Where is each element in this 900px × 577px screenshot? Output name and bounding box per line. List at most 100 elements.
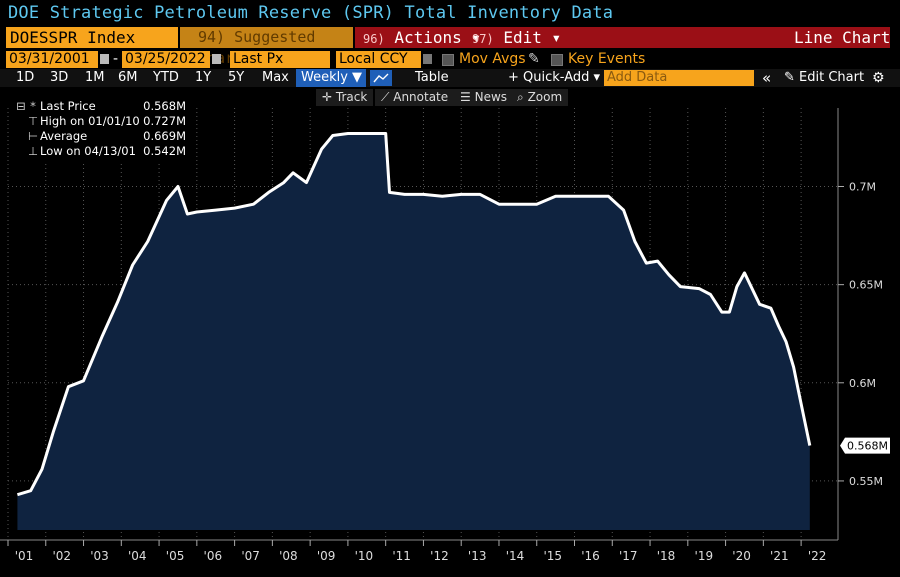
ticker-field[interactable]: DOESSPR Index <box>6 27 178 48</box>
gear-icon[interactable]: ⚙ <box>872 70 885 86</box>
dropdown-icon[interactable] <box>423 54 432 64</box>
legend-high-value: 0.727M <box>143 114 186 128</box>
x-tick-label: '15 <box>543 549 562 563</box>
legend-box: ⊟ * Last Price 0.568M ⊤ High on 01/01/10… <box>12 97 190 163</box>
edit-chart-label: Edit Chart <box>799 70 865 85</box>
x-axis: '01 '02 '03 '04 '05 '06 '07 '08 '09 '10 '11 '12 '13 '… <box>0 539 838 563</box>
series-area <box>17 133 810 530</box>
settings-bar: 03/31/2001 - 03/25/2022 Last Px Local CC… <box>0 51 900 68</box>
chart-type-button[interactable]: Line Chart <box>794 28 891 47</box>
add-data-input[interactable]: Add Data <box>604 70 754 86</box>
collapse-icon[interactable]: « <box>762 69 772 87</box>
x-tick-label: '05 <box>166 549 185 563</box>
mov-avgs-checkbox[interactable] <box>442 54 454 66</box>
star-icon: * <box>30 99 36 113</box>
x-tick-label: '21 <box>770 549 789 563</box>
series-line <box>16 132 812 497</box>
key-events-checkbox[interactable] <box>551 54 563 66</box>
calendar-icon[interactable] <box>212 54 221 64</box>
news-label: News <box>474 90 508 104</box>
x-tick-label: '01 <box>15 549 34 563</box>
calendar-icon[interactable] <box>100 54 109 64</box>
x-tick-label: '13 <box>468 549 487 563</box>
x-tick-label: '14 <box>506 549 525 563</box>
legend-low: ⊥ Low on 04/13/01 0.542M <box>12 144 190 159</box>
legend-average: ⊢ Average 0.669M <box>12 129 190 144</box>
period-1y[interactable]: 1Y <box>195 70 212 85</box>
actions-button[interactable]: 96) Actions ▾ <box>363 27 481 48</box>
edit-chart-button[interactable]: ✎ Edit Chart <box>784 69 864 87</box>
y-tick-label: 0.55M <box>849 475 883 488</box>
x-tick-label: '17 <box>619 549 638 563</box>
minus-icon[interactable]: ⊟ <box>16 99 26 113</box>
actions-num: 96) <box>363 32 385 46</box>
legend-avg-value: 0.669M <box>143 129 186 143</box>
period-1d[interactable]: 1D <box>16 70 35 85</box>
legend-last-value: 0.568M <box>143 99 186 113</box>
end-date-input[interactable]: 03/25/2022 <box>122 51 210 68</box>
quick-add-button[interactable]: + Quick-Add ▾ <box>508 70 601 85</box>
period-bar: 1D 3D 1M 6M YTD 1Y 5Y Max Weekly ▼ Table + Quic… <box>0 69 900 87</box>
x-tick-label: '11 <box>392 549 411 563</box>
x-tick-label: '06 <box>204 549 223 563</box>
y-tick-label: 0.65M <box>849 279 883 292</box>
y-axis: 0.55M 0.6M 0.65M 0.7M <box>837 108 883 540</box>
start-date-input[interactable]: 03/31/2001 <box>6 51 98 68</box>
x-tick-label: '03 <box>90 549 109 563</box>
mov-avgs-label: Mov Avgs <box>459 51 526 67</box>
y-tick-label: 0.7M <box>849 181 876 194</box>
action-bar <box>355 27 890 48</box>
edit-button[interactable]: 97) Edit ▾ <box>472 27 561 48</box>
x-tick-label: '07 <box>241 549 260 563</box>
period-3d[interactable]: 3D <box>50 70 69 85</box>
period-5y[interactable]: 5Y <box>228 70 245 85</box>
average-marker-icon: ⊢ <box>28 129 39 143</box>
x-tick-label: '20 <box>732 549 751 563</box>
table-button[interactable]: Table <box>415 70 449 85</box>
x-tick-label: '08 <box>279 549 298 563</box>
annotate-label: Annotate <box>393 90 449 104</box>
edit-label: Edit ▾ <box>503 28 562 47</box>
currency-select[interactable]: Local CCY <box>336 51 421 68</box>
key-events-label: Key Events <box>568 51 646 67</box>
x-tick-label: '22 <box>808 549 827 563</box>
news-icon: ☰ <box>460 90 471 104</box>
suggested-charts-button[interactable]: 94) Suggested Charts <box>180 27 353 67</box>
legend-last: ⊟ * Last Price 0.568M <box>12 99 190 114</box>
last-value-marker: 0.568M <box>840 437 890 454</box>
field-select[interactable]: Last Px <box>230 51 330 68</box>
suggested-num: 94) <box>198 28 226 46</box>
news-tool[interactable]: ☰ News <box>454 89 514 106</box>
x-tick-label: '19 <box>695 549 714 563</box>
period-1m[interactable]: 1M <box>85 70 105 85</box>
legend-last-label: Last Price <box>40 99 96 113</box>
edit-pencil-icon: ✎ <box>784 70 795 85</box>
period-6m[interactable]: 6M <box>118 70 138 85</box>
y-tick-label: 0.6M <box>849 377 876 390</box>
x-tick-label: '18 <box>657 549 676 563</box>
legend-avg-label: Average <box>40 129 88 143</box>
date-separator: - <box>113 51 119 67</box>
zoom-tool[interactable]: ⌕ Zoom <box>511 89 569 106</box>
frequency-select[interactable]: Weekly ▼ <box>296 69 366 87</box>
legend-high-label: High on 01/01/10 <box>40 114 140 128</box>
actions-label: Actions ▾ <box>394 28 482 47</box>
track-tool[interactable]: ✛ Track <box>316 89 374 106</box>
x-tick-label: '04 <box>128 549 147 563</box>
last-value-tag <box>840 437 890 454</box>
x-tick-label: '09 <box>317 549 336 563</box>
period-max[interactable]: Max <box>262 70 289 85</box>
x-tick-label: '12 <box>430 549 449 563</box>
line-chart-glyph <box>373 73 389 83</box>
line-chart-icon[interactable] <box>370 70 392 86</box>
period-ytd[interactable]: YTD <box>153 70 179 85</box>
low-marker-icon: ⊥ <box>28 144 39 158</box>
pencil-icon[interactable]: ✎ <box>528 51 540 67</box>
annotate-tool[interactable]: ⟋ Annotate <box>375 89 455 106</box>
crosshair-icon: ✛ <box>322 90 333 104</box>
zoom-label: Zoom <box>527 90 563 104</box>
zoom-icon: ⌕ <box>517 90 524 104</box>
main-toolbar: DOESSPR Index 94) Suggested Charts 96) A… <box>0 27 900 67</box>
chart-tools: ✛ Track ⟋ Annotate ☰ News ⌕ Zoom <box>0 89 900 106</box>
